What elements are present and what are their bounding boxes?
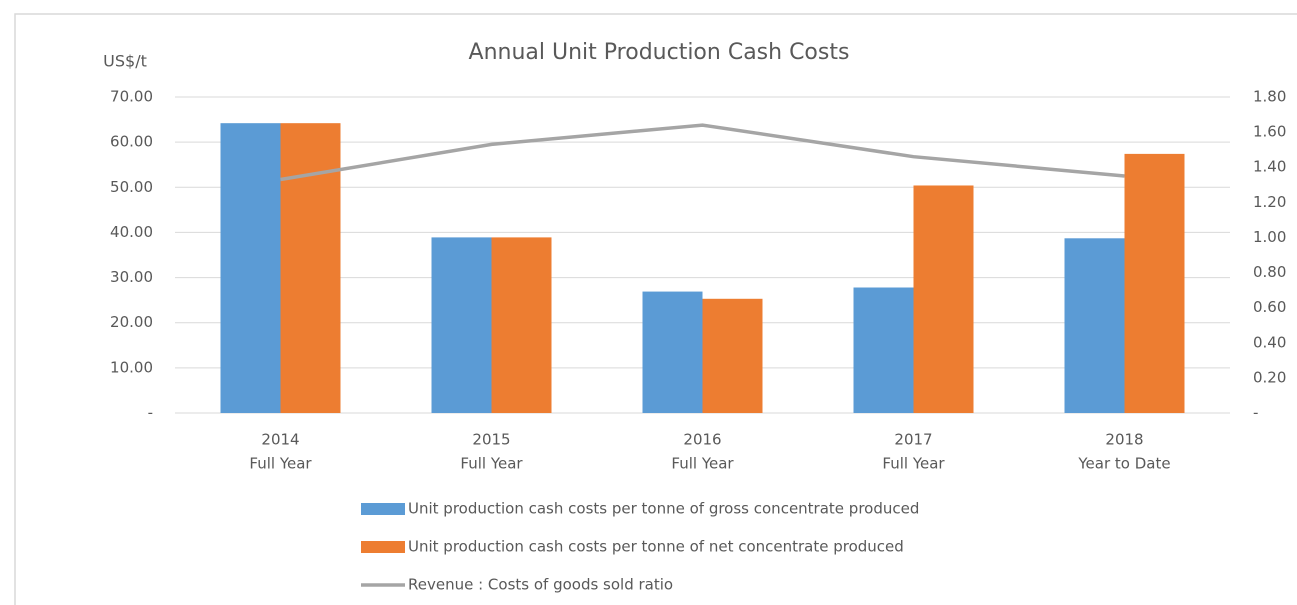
y2-tick-label: 1.60: [1253, 123, 1286, 141]
x-tick-label: Full Year: [882, 455, 945, 473]
x-tick-label: 2018: [1105, 431, 1143, 449]
y-tick-label: 30.00: [110, 268, 153, 286]
bar: [220, 123, 281, 413]
x-tick-label: Full Year: [460, 455, 523, 473]
x-tick-label: 2015: [472, 431, 510, 449]
y-tick-label: 10.00: [110, 358, 153, 376]
bar: [1064, 238, 1125, 413]
y2-tick-label: 0.80: [1253, 263, 1286, 281]
bar: [491, 237, 552, 413]
y-tick-label: 40.00: [110, 223, 153, 241]
bar: [913, 185, 974, 413]
legend-label: Unit production cash costs per tonne of …: [408, 538, 904, 556]
y-tick-label: -: [148, 404, 153, 422]
legend-swatch: [361, 541, 405, 553]
y2-tick-label: 0.20: [1253, 368, 1286, 386]
x-tick-label: 2017: [894, 431, 932, 449]
y-axis-label: US$/t: [103, 52, 147, 71]
y2-tick-label: 1.20: [1253, 193, 1286, 211]
bar: [1124, 153, 1185, 413]
y2-tick-label: 1.80: [1253, 88, 1286, 106]
y2-tick-label: 0.60: [1253, 298, 1286, 316]
line-series: [280, 123, 1125, 182]
chart-title: Annual Unit Production Cash Costs: [469, 40, 850, 65]
y2-tick-label: 1.00: [1253, 228, 1286, 246]
y-tick-label: 20.00: [110, 313, 153, 331]
bar: [642, 291, 703, 413]
bar: [853, 287, 914, 413]
legend-label: Revenue : Costs of goods sold ratio: [408, 576, 673, 594]
x-tick-label: 2016: [683, 431, 721, 449]
x-tick-label: Full Year: [249, 455, 312, 473]
y2-tick-label: 0.40: [1253, 333, 1286, 351]
bar: [702, 298, 763, 413]
x-tick-label: Year to Date: [1077, 455, 1170, 473]
legend-label: Unit production cash costs per tonne of …: [408, 500, 919, 518]
bar: [431, 237, 492, 413]
y-tick-label: 70.00: [110, 88, 153, 106]
y2-tick-label: 1.40: [1253, 158, 1286, 176]
y2-tick-label: -: [1253, 404, 1258, 422]
y-tick-label: 60.00: [110, 133, 153, 151]
legend-swatch: [361, 503, 405, 515]
x-tick-label: Full Year: [671, 455, 734, 473]
chart-frame: [14, 13, 1297, 605]
y-tick-label: 50.00: [110, 178, 153, 196]
bar: [280, 123, 341, 413]
x-tick-label: 2014: [261, 431, 299, 449]
